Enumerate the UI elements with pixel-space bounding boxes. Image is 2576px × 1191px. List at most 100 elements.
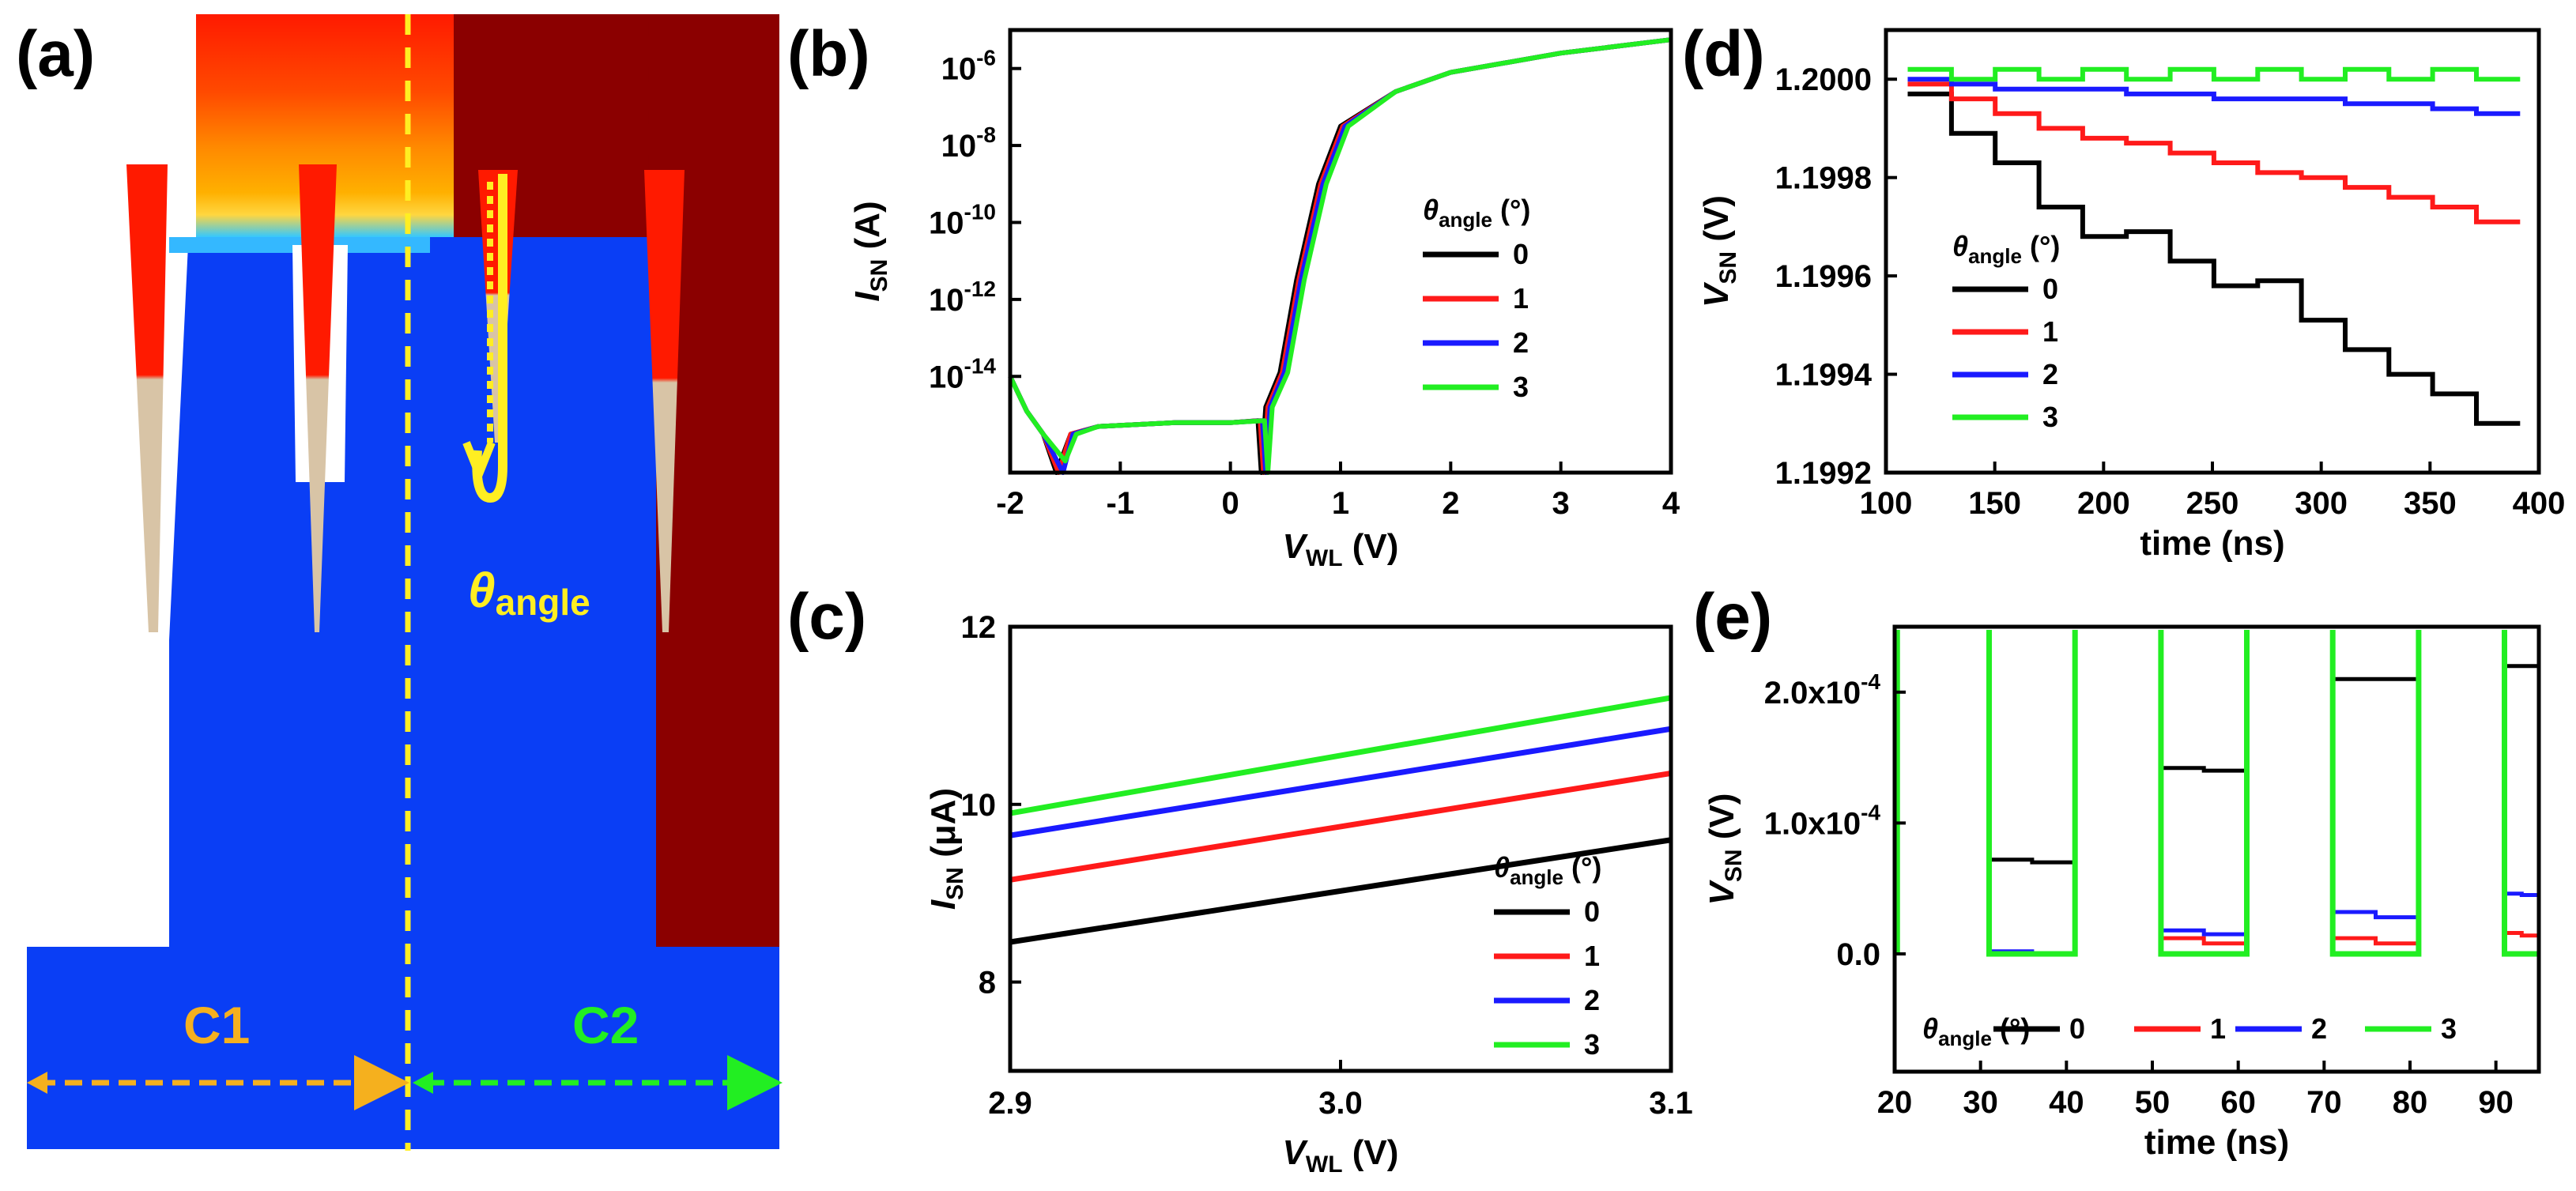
theta-angle-label: θangle: [468, 563, 590, 623]
series-line-1: [1907, 81, 2521, 224]
gate-tip-2: [299, 164, 337, 632]
legend-label-0: 0: [1584, 895, 1600, 928]
c1-label: C1: [183, 996, 250, 1054]
series-line-2: [1008, 37, 1672, 475]
series-line-2: [1987, 630, 2539, 956]
x-tick-label: 50: [2135, 1085, 2171, 1120]
x-tick-label: 30: [1963, 1085, 1998, 1120]
legend-label-3: 3: [1584, 1028, 1600, 1061]
panel-label-e: (e): [1693, 581, 1772, 653]
x-tick-label: -2: [996, 486, 1024, 521]
x-tick-label: 3.0: [1318, 1086, 1363, 1121]
legend-title: θangle (°): [1423, 194, 1530, 232]
plot-frame: [1892, 624, 2541, 1074]
legend-label-2: 2: [2042, 358, 2058, 390]
legend-label-0: 0: [2069, 1012, 2085, 1045]
panel-label-b: (b): [787, 18, 870, 90]
substrate: [27, 947, 779, 1149]
y-tick-label: 10-8: [941, 122, 996, 164]
legend-title: θangle (°): [1952, 230, 2060, 268]
x-tick-label: 90: [2478, 1085, 2514, 1120]
y-tick-label: 1.2000: [1775, 62, 1872, 97]
x-tick-label: 80: [2393, 1085, 2428, 1120]
angle-arrow-head: [462, 441, 496, 485]
chart-b-id-vwl-log: -2 -1 0 1 2 3 4 10-6 10-8 10-10 10-12 10-14 VWL (V) I…: [848, 28, 1680, 571]
series-line-0: [1009, 837, 1672, 945]
c1-arrow-left-head: [27, 1072, 47, 1094]
x-tick-label: 20: [1877, 1085, 1913, 1120]
legend-label-1: 1: [1584, 940, 1600, 972]
legend-label-0: 0: [2042, 273, 2058, 305]
x-tick-label: 3: [1552, 486, 1570, 521]
panel-label-c: (c): [787, 581, 866, 653]
series-line-1: [1009, 771, 1672, 883]
y-tick-label: 8: [979, 966, 996, 1001]
legend-label-1: 1: [1513, 282, 1529, 315]
y-tick-label: 1.1996: [1775, 259, 1872, 294]
legend-title: θangle (°): [1494, 851, 1601, 889]
legend-label-0: 0: [1513, 238, 1529, 270]
x-tick-label: 2.9: [988, 1086, 1032, 1121]
x-axis-label: VWL (V): [1283, 1133, 1399, 1178]
chart-d-vsn-time: 100 150 200 250 300 350 400 1.1992 1.1994 1.1996 1…: [1697, 28, 2566, 563]
x-tick-label: 60: [2220, 1085, 2256, 1120]
y-tick-label: 1.1992: [1775, 456, 1872, 491]
series-line-2: [1009, 726, 1672, 839]
x-tick-label: 0: [1222, 486, 1239, 521]
y-tick-label: 10-14: [929, 353, 996, 394]
legend-label-1: 1: [2042, 315, 2058, 348]
y-tick-label: 10-6: [941, 46, 996, 87]
series-line-3: [1907, 66, 2521, 82]
x-tick-label: 1: [1332, 486, 1349, 521]
series-line-3: [1009, 695, 1672, 816]
y-tick-label: 10: [961, 788, 997, 823]
x-tick-label: 250: [2186, 486, 2239, 521]
series-line-1: [1008, 37, 1672, 475]
c2-arrow-left-head: [413, 1072, 433, 1094]
legend-label-2: 2: [1584, 984, 1600, 1016]
legend-label-1: 1: [2210, 1012, 2226, 1045]
series-line-0: [1008, 37, 1672, 475]
y-axis-label: ISN (A): [848, 201, 892, 301]
y-axis-label: VSN (V): [1697, 195, 1741, 307]
c2-label: C2: [572, 996, 639, 1054]
x-tick-label: -1: [1107, 486, 1135, 521]
plot-frame: [1008, 624, 1673, 1073]
y-tick-label: 1.0x10-4: [1764, 800, 1881, 841]
legend-label-3: 3: [2441, 1012, 2457, 1045]
x-tick-label: 100: [1860, 486, 1913, 521]
series-line-2: [1907, 77, 2521, 116]
legend-label-2: 2: [2311, 1012, 2327, 1045]
y-tick-label: 12: [961, 610, 997, 645]
legend-label-2: 2: [1513, 326, 1529, 359]
series-line-3: [1986, 630, 2539, 957]
x-tick-label: 40: [2049, 1085, 2084, 1120]
y-tick-label: 2.0x10-4: [1764, 669, 1881, 710]
silicon-c2-core: [545, 237, 656, 947]
x-tick-label: 70: [2306, 1085, 2342, 1120]
x-tick-label: 4: [1662, 486, 1680, 521]
series-line-1: [1987, 630, 2539, 956]
y-tick-label: 10-10: [929, 199, 996, 240]
x-axis-label: time (ns): [2140, 524, 2284, 563]
x-tick-label: 150: [1968, 486, 2021, 521]
y-tick-label: 10-12: [929, 277, 996, 318]
y-tick-label: 1.1994: [1775, 358, 1873, 393]
x-axis-label: VWL (V): [1283, 527, 1399, 571]
x-tick-label: 2: [1442, 486, 1459, 521]
x-tick-label: 300: [2295, 486, 2348, 521]
x-tick-label: 200: [2077, 486, 2130, 521]
gate-tip-4: [644, 170, 685, 632]
x-tick-label: 3.1: [1649, 1086, 1693, 1121]
panel-a-device-structure: θangle C1 C2: [27, 14, 783, 1151]
heat-column: [364, 14, 409, 237]
plot-frame: [1008, 28, 1673, 475]
y-tick-label: 0.0: [1836, 937, 1880, 972]
x-tick-label: 400: [2513, 486, 2566, 521]
series-line-0: [1987, 630, 2539, 865]
y-axis-label: ISN (μA): [924, 788, 968, 910]
x-tick-label: 350: [2404, 486, 2457, 521]
chart-e-vsn-time-windows: 20 30 40 50 60 70 80 900.01.0x10-42.0x10-4time …: [1703, 624, 2541, 1162]
